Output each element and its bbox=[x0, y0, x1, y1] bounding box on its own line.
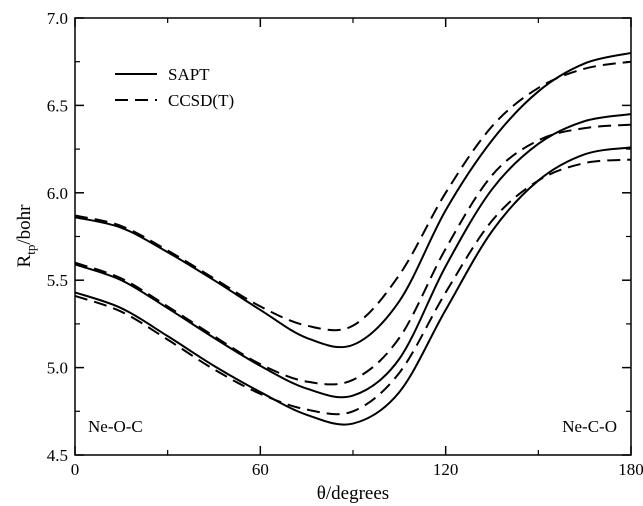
y-tick-label: 6.5 bbox=[47, 96, 68, 115]
series-line-sapt-3 bbox=[74, 113, 632, 399]
x-tick-label: 180 bbox=[618, 460, 643, 479]
y-tick-label: 5.5 bbox=[47, 271, 68, 290]
y-tick-label: 5.0 bbox=[47, 359, 68, 378]
x-tick-label: 0 bbox=[71, 460, 80, 479]
axis-ticks bbox=[74, 17, 632, 456]
legend: SAPT CCSD(T) bbox=[115, 65, 234, 110]
series-line-sapt-1 bbox=[74, 51, 632, 349]
y-tick-label: 7.0 bbox=[47, 9, 68, 28]
axis-tick-labels: 0 60 120 180 4.5 5.0 5.5 6.0 6.5 7.0 bbox=[47, 9, 643, 479]
legend-label-sapt: SAPT bbox=[168, 65, 210, 84]
x-tick-label: 60 bbox=[252, 460, 269, 479]
series-line-ccsdt-4 bbox=[74, 123, 632, 386]
y-tick-label: 4.5 bbox=[47, 446, 68, 465]
series-line-sapt-5 bbox=[74, 146, 632, 426]
x-tick-label: 120 bbox=[433, 460, 459, 479]
y-axis-label-subscript: tp bbox=[23, 245, 38, 255]
y-axis-label: Rtp/bohr bbox=[14, 204, 38, 268]
series-lines bbox=[74, 51, 632, 426]
x-axis-label: θ/degrees bbox=[317, 483, 389, 504]
series-line-ccsdt-2 bbox=[74, 60, 632, 332]
annotation-ne-o-c: Ne-O-C bbox=[88, 417, 143, 436]
legend-label-ccsdt: CCSD(T) bbox=[168, 91, 234, 110]
y-axis-label-unit: /bohr bbox=[14, 204, 35, 245]
series-line-ccsdt-6 bbox=[74, 158, 632, 416]
y-axis-label-main: R bbox=[14, 254, 35, 267]
annotation-ne-c-o: Ne-C-O bbox=[562, 417, 617, 436]
y-tick-label: 6.0 bbox=[47, 184, 68, 203]
